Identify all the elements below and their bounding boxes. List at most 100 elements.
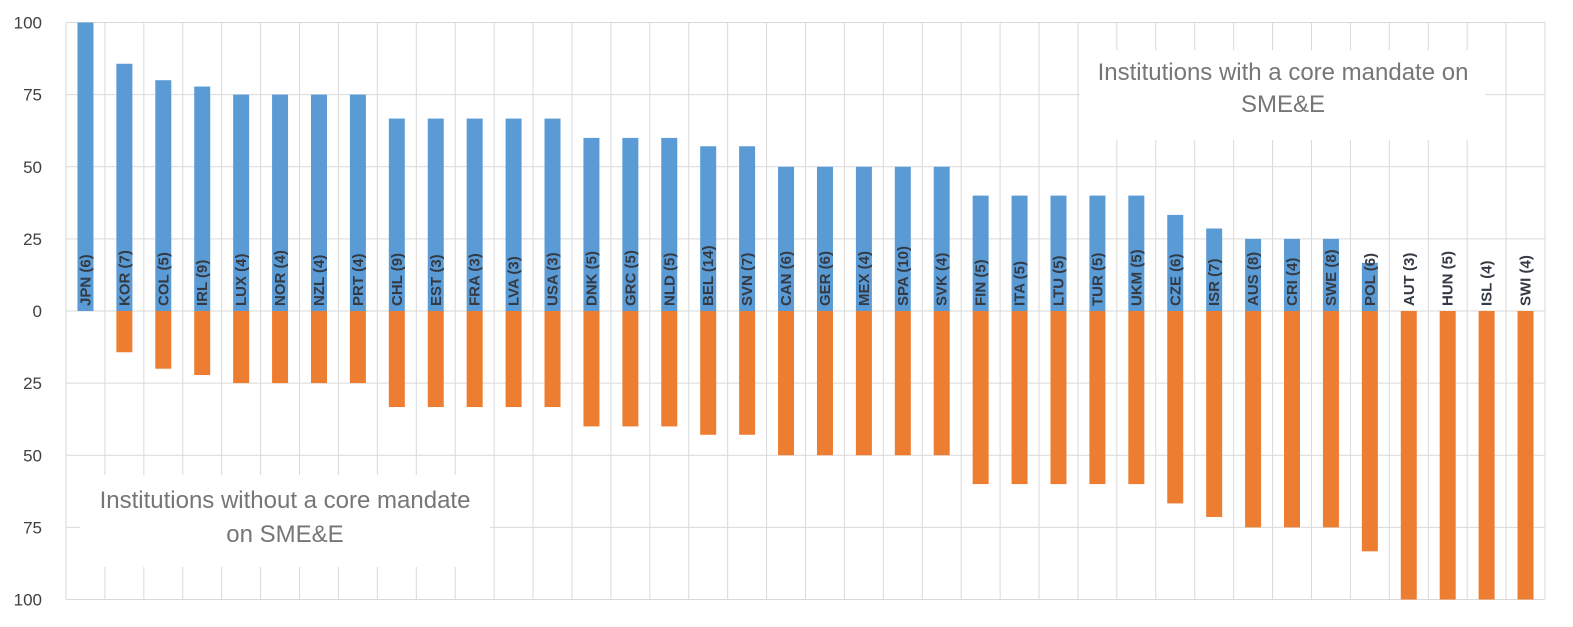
bar-with-core-mandate xyxy=(544,118,561,312)
bar-with-core-mandate xyxy=(1050,195,1067,311)
y-tick-label: 50 xyxy=(23,446,42,465)
annotations: Institutions with a core mandate on SME&… xyxy=(80,50,1485,567)
category-label: SWE (8) xyxy=(1323,249,1340,306)
y-tick-label: 25 xyxy=(23,230,42,249)
category-label: ISR (7) xyxy=(1206,258,1223,306)
category-label: ISL (4) xyxy=(1479,260,1496,306)
category-label: GRC (5) xyxy=(622,250,639,306)
category-label: ITA (5) xyxy=(1012,261,1029,306)
bars xyxy=(77,22,1534,600)
bar-without-core-mandate xyxy=(1050,311,1067,485)
category-labels: JPN (6) KOR (7) COL (5) IRL (9) LUX (4) NOR (… xyxy=(77,245,1534,306)
bar-with-core-mandate xyxy=(310,94,327,311)
category-label: AUT (3) xyxy=(1401,253,1418,306)
bar-without-core-mandate xyxy=(427,311,444,408)
category-label: NLD (5) xyxy=(661,253,678,306)
bar-with-core-mandate xyxy=(622,137,639,311)
bar-with-core-mandate xyxy=(1089,195,1106,311)
annotation-box-bottom xyxy=(80,475,490,567)
bar-with-core-mandate xyxy=(1284,238,1301,311)
category-label: HUN (5) xyxy=(1440,251,1457,306)
bar-without-core-mandate xyxy=(1322,311,1339,528)
category-label: CHL (9) xyxy=(389,253,406,306)
annotation-bottom-line-1: Institutions without a core mandate xyxy=(100,487,471,514)
y-tick-label: 100 xyxy=(14,591,42,610)
bar-with-core-mandate xyxy=(700,146,717,311)
y-tick-label: 50 xyxy=(23,158,42,177)
bar-without-core-mandate xyxy=(1400,311,1417,600)
bar-with-core-mandate xyxy=(116,63,133,312)
bar-without-core-mandate xyxy=(1517,311,1534,600)
bar-with-core-mandate xyxy=(933,166,950,311)
bar-with-core-mandate xyxy=(1361,262,1378,311)
bar-without-core-mandate xyxy=(155,311,172,369)
annotation-top-line-1: Institutions with a core mandate on xyxy=(1098,59,1469,86)
category-label: CRI (4) xyxy=(1284,258,1301,306)
bar-with-core-mandate xyxy=(778,166,795,311)
bar-with-core-mandate xyxy=(349,94,366,311)
annotation-bottom-line-2: on SME&E xyxy=(226,521,343,548)
annotation-top-line-2: SME&E xyxy=(1241,91,1325,118)
category-label: SWI (4) xyxy=(1518,255,1535,306)
bar-with-core-mandate xyxy=(1245,238,1262,311)
bar-without-core-mandate xyxy=(1206,311,1223,517)
bar-with-core-mandate xyxy=(1128,195,1145,311)
category-label: CZE (6) xyxy=(1167,253,1184,306)
category-label: MEX (4) xyxy=(856,251,873,306)
y-axis: 100 75 50 25 0 25 50 75 100 xyxy=(14,14,42,610)
bar-without-core-mandate xyxy=(310,311,327,384)
bar-without-core-mandate xyxy=(739,311,756,435)
bar-without-core-mandate xyxy=(1089,311,1106,485)
bar-with-core-mandate xyxy=(739,146,756,311)
category-label: SPA (10) xyxy=(895,246,912,306)
bar-without-core-mandate xyxy=(1128,311,1145,485)
bar-with-core-mandate xyxy=(661,137,678,311)
bar-without-core-mandate xyxy=(1167,311,1184,504)
bar-with-core-mandate xyxy=(972,195,989,311)
bar-with-core-mandate xyxy=(466,118,483,312)
bar-with-core-mandate xyxy=(855,166,872,311)
bar-without-core-mandate xyxy=(1284,311,1301,528)
y-tick-label: 75 xyxy=(23,518,42,537)
category-label: LVA (3) xyxy=(506,256,523,306)
bar-with-core-mandate xyxy=(1011,195,1028,311)
bar-without-core-mandate xyxy=(194,311,211,376)
category-label: SVN (7) xyxy=(739,253,756,306)
bar-with-core-mandate xyxy=(816,166,833,311)
bar-without-core-mandate xyxy=(505,311,522,408)
bar-without-core-mandate xyxy=(1478,311,1495,600)
category-label: SVK (4) xyxy=(934,253,951,306)
bar-without-core-mandate xyxy=(894,311,911,456)
category-label: NOR (4) xyxy=(272,250,289,306)
bar-without-core-mandate xyxy=(466,311,483,408)
category-label: KOR (7) xyxy=(116,250,133,306)
bar-with-core-mandate xyxy=(894,166,911,311)
category-label: EST (3) xyxy=(428,254,445,306)
bar-with-core-mandate xyxy=(194,86,211,311)
category-label: BEL (14) xyxy=(700,245,717,306)
bar-without-core-mandate xyxy=(349,311,366,384)
category-label: LUX (4) xyxy=(233,253,250,306)
bar-without-core-mandate xyxy=(816,311,833,456)
category-label: FIN (5) xyxy=(973,259,990,306)
category-label: COL (5) xyxy=(155,252,172,306)
bar-with-core-mandate xyxy=(233,94,250,311)
bar-without-core-mandate xyxy=(622,311,639,427)
bar-without-core-mandate xyxy=(272,311,289,384)
category-label: USA (3) xyxy=(545,252,562,306)
category-label: PRT (4) xyxy=(350,253,367,306)
category-label: FRA (3) xyxy=(467,253,484,306)
y-tick-label: 100 xyxy=(14,14,42,33)
bar-without-core-mandate xyxy=(544,311,561,408)
bar-without-core-mandate xyxy=(583,311,600,427)
category-label: GER (6) xyxy=(817,251,834,306)
bar-with-core-mandate xyxy=(1322,238,1339,311)
category-label: TUR (5) xyxy=(1089,253,1106,306)
bar-without-core-mandate xyxy=(778,311,795,456)
category-label: NZL (4) xyxy=(311,255,328,306)
bar-with-core-mandate xyxy=(77,22,94,311)
bar-without-core-mandate xyxy=(1245,311,1262,528)
category-label: UKM (5) xyxy=(1128,249,1145,306)
